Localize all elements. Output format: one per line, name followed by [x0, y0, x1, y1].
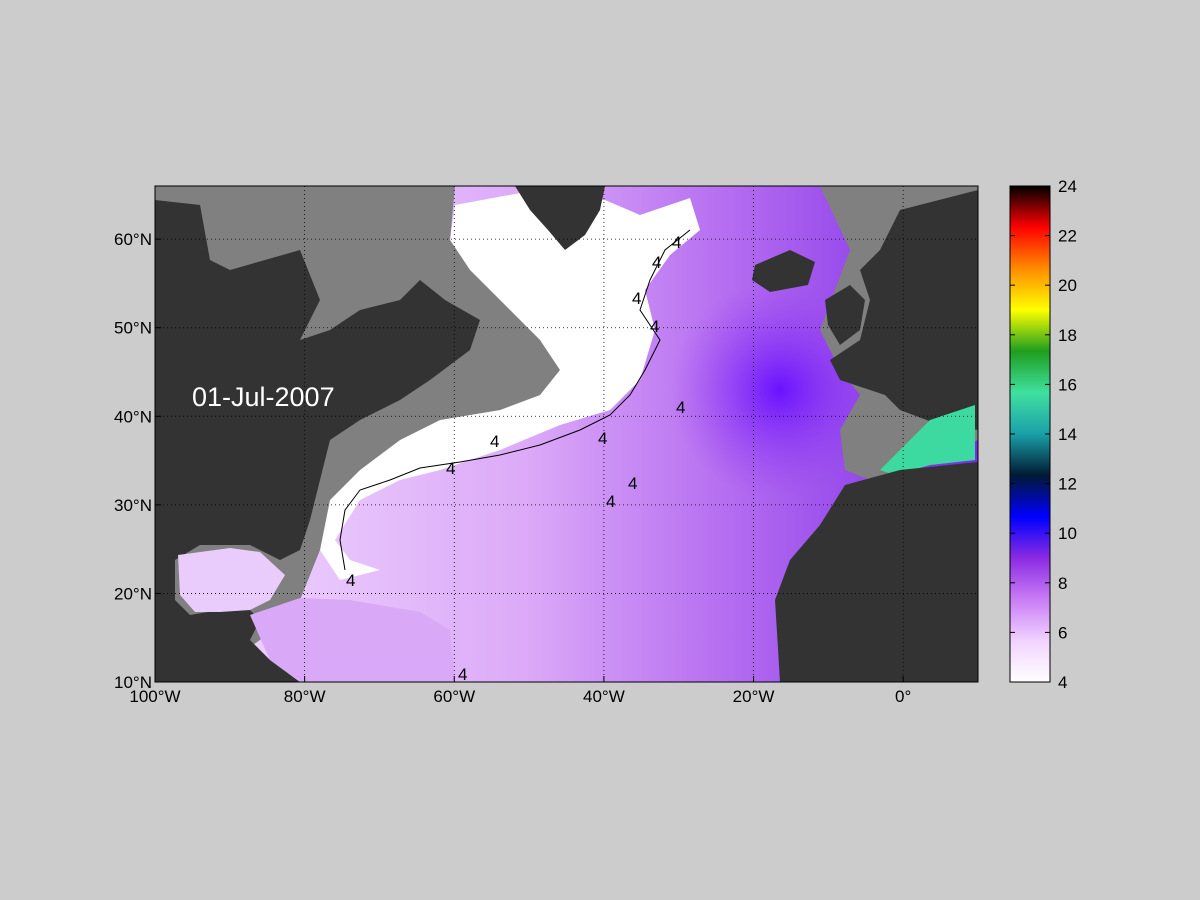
date-label: 01-Jul-2007: [192, 382, 335, 412]
map-frame: [154, 185, 979, 683]
x-tick-label: 40°W: [583, 687, 625, 706]
x-tick-label: 0°: [895, 687, 911, 706]
colorbar: 4 6 8 10 12 14 16 18 20 22 24: [1009, 177, 1077, 692]
mediterranean-sea: [880, 405, 975, 475]
x-tick-label: 20°W: [733, 687, 775, 706]
contour-label: 4: [676, 398, 685, 417]
x-tick-label: 60°W: [433, 687, 475, 706]
contour-label: 4: [632, 289, 641, 308]
colorbar-ticks: 4 6 8 10 12 14 16 18 20 22 24: [1010, 177, 1077, 692]
colorbar-tick-label: 20: [1058, 276, 1077, 295]
y-tick-label: 10°N: [114, 673, 152, 692]
colorbar-tick-label: 4: [1058, 673, 1067, 692]
no-data-region: [320, 193, 700, 580]
contour-label: 4: [672, 233, 681, 252]
colorbar-tick-label: 8: [1058, 574, 1067, 593]
colorbar-tick-label: 24: [1058, 177, 1077, 196]
contour-label: 4: [606, 492, 615, 511]
contour-label: 4: [598, 429, 607, 448]
contour-label: 4: [650, 317, 659, 336]
colorbar-tick-label: 14: [1058, 425, 1077, 444]
colorbar-tick-label: 16: [1058, 375, 1077, 394]
y-tick-label: 50°N: [114, 319, 152, 338]
y-tick-label: 20°N: [114, 584, 152, 603]
y-axis: 10°N 20°N 30°N 40°N 50°N 60°N: [114, 230, 161, 692]
x-axis: 100°W 80°W 60°W 40°W 20°W 0°: [129, 676, 911, 706]
colorbar-fill: [1010, 186, 1050, 682]
land-greenland: [515, 186, 605, 250]
x-tick-label: 100°W: [129, 687, 180, 706]
contour-label: 4: [446, 459, 455, 478]
colorbar-tick-label: 6: [1058, 623, 1067, 642]
contour-label: 4: [628, 474, 637, 493]
map-panel: 4 4 4 4 4 4 4 4 4 4 4 4: [155, 186, 978, 684]
contour-label: 4: [346, 571, 355, 590]
x-tick-label: 80°W: [284, 687, 326, 706]
y-tick-label: 30°N: [114, 496, 152, 515]
land-europe: [830, 190, 978, 430]
contour-label: 4: [458, 665, 467, 684]
y-tick-label: 60°N: [114, 230, 152, 249]
contour-line: [339, 229, 691, 571]
colorbar-tick-label: 22: [1058, 227, 1077, 246]
caribbean-sea: [250, 598, 455, 682]
land-africa: [775, 462, 978, 682]
colorbar-tick-label: 10: [1058, 524, 1077, 543]
gridlines: [155, 186, 978, 682]
contour-label: 4: [490, 432, 499, 451]
land-british-isles: [825, 285, 865, 345]
land-north-america: [155, 200, 480, 682]
colorbar-tick-label: 12: [1058, 475, 1077, 494]
land-iceland: [752, 250, 815, 292]
colorbar-tick-label: 18: [1058, 326, 1077, 345]
contour-label: 4: [652, 253, 661, 272]
gulf-of-mexico: [178, 548, 285, 612]
y-tick-label: 40°N: [114, 407, 152, 426]
